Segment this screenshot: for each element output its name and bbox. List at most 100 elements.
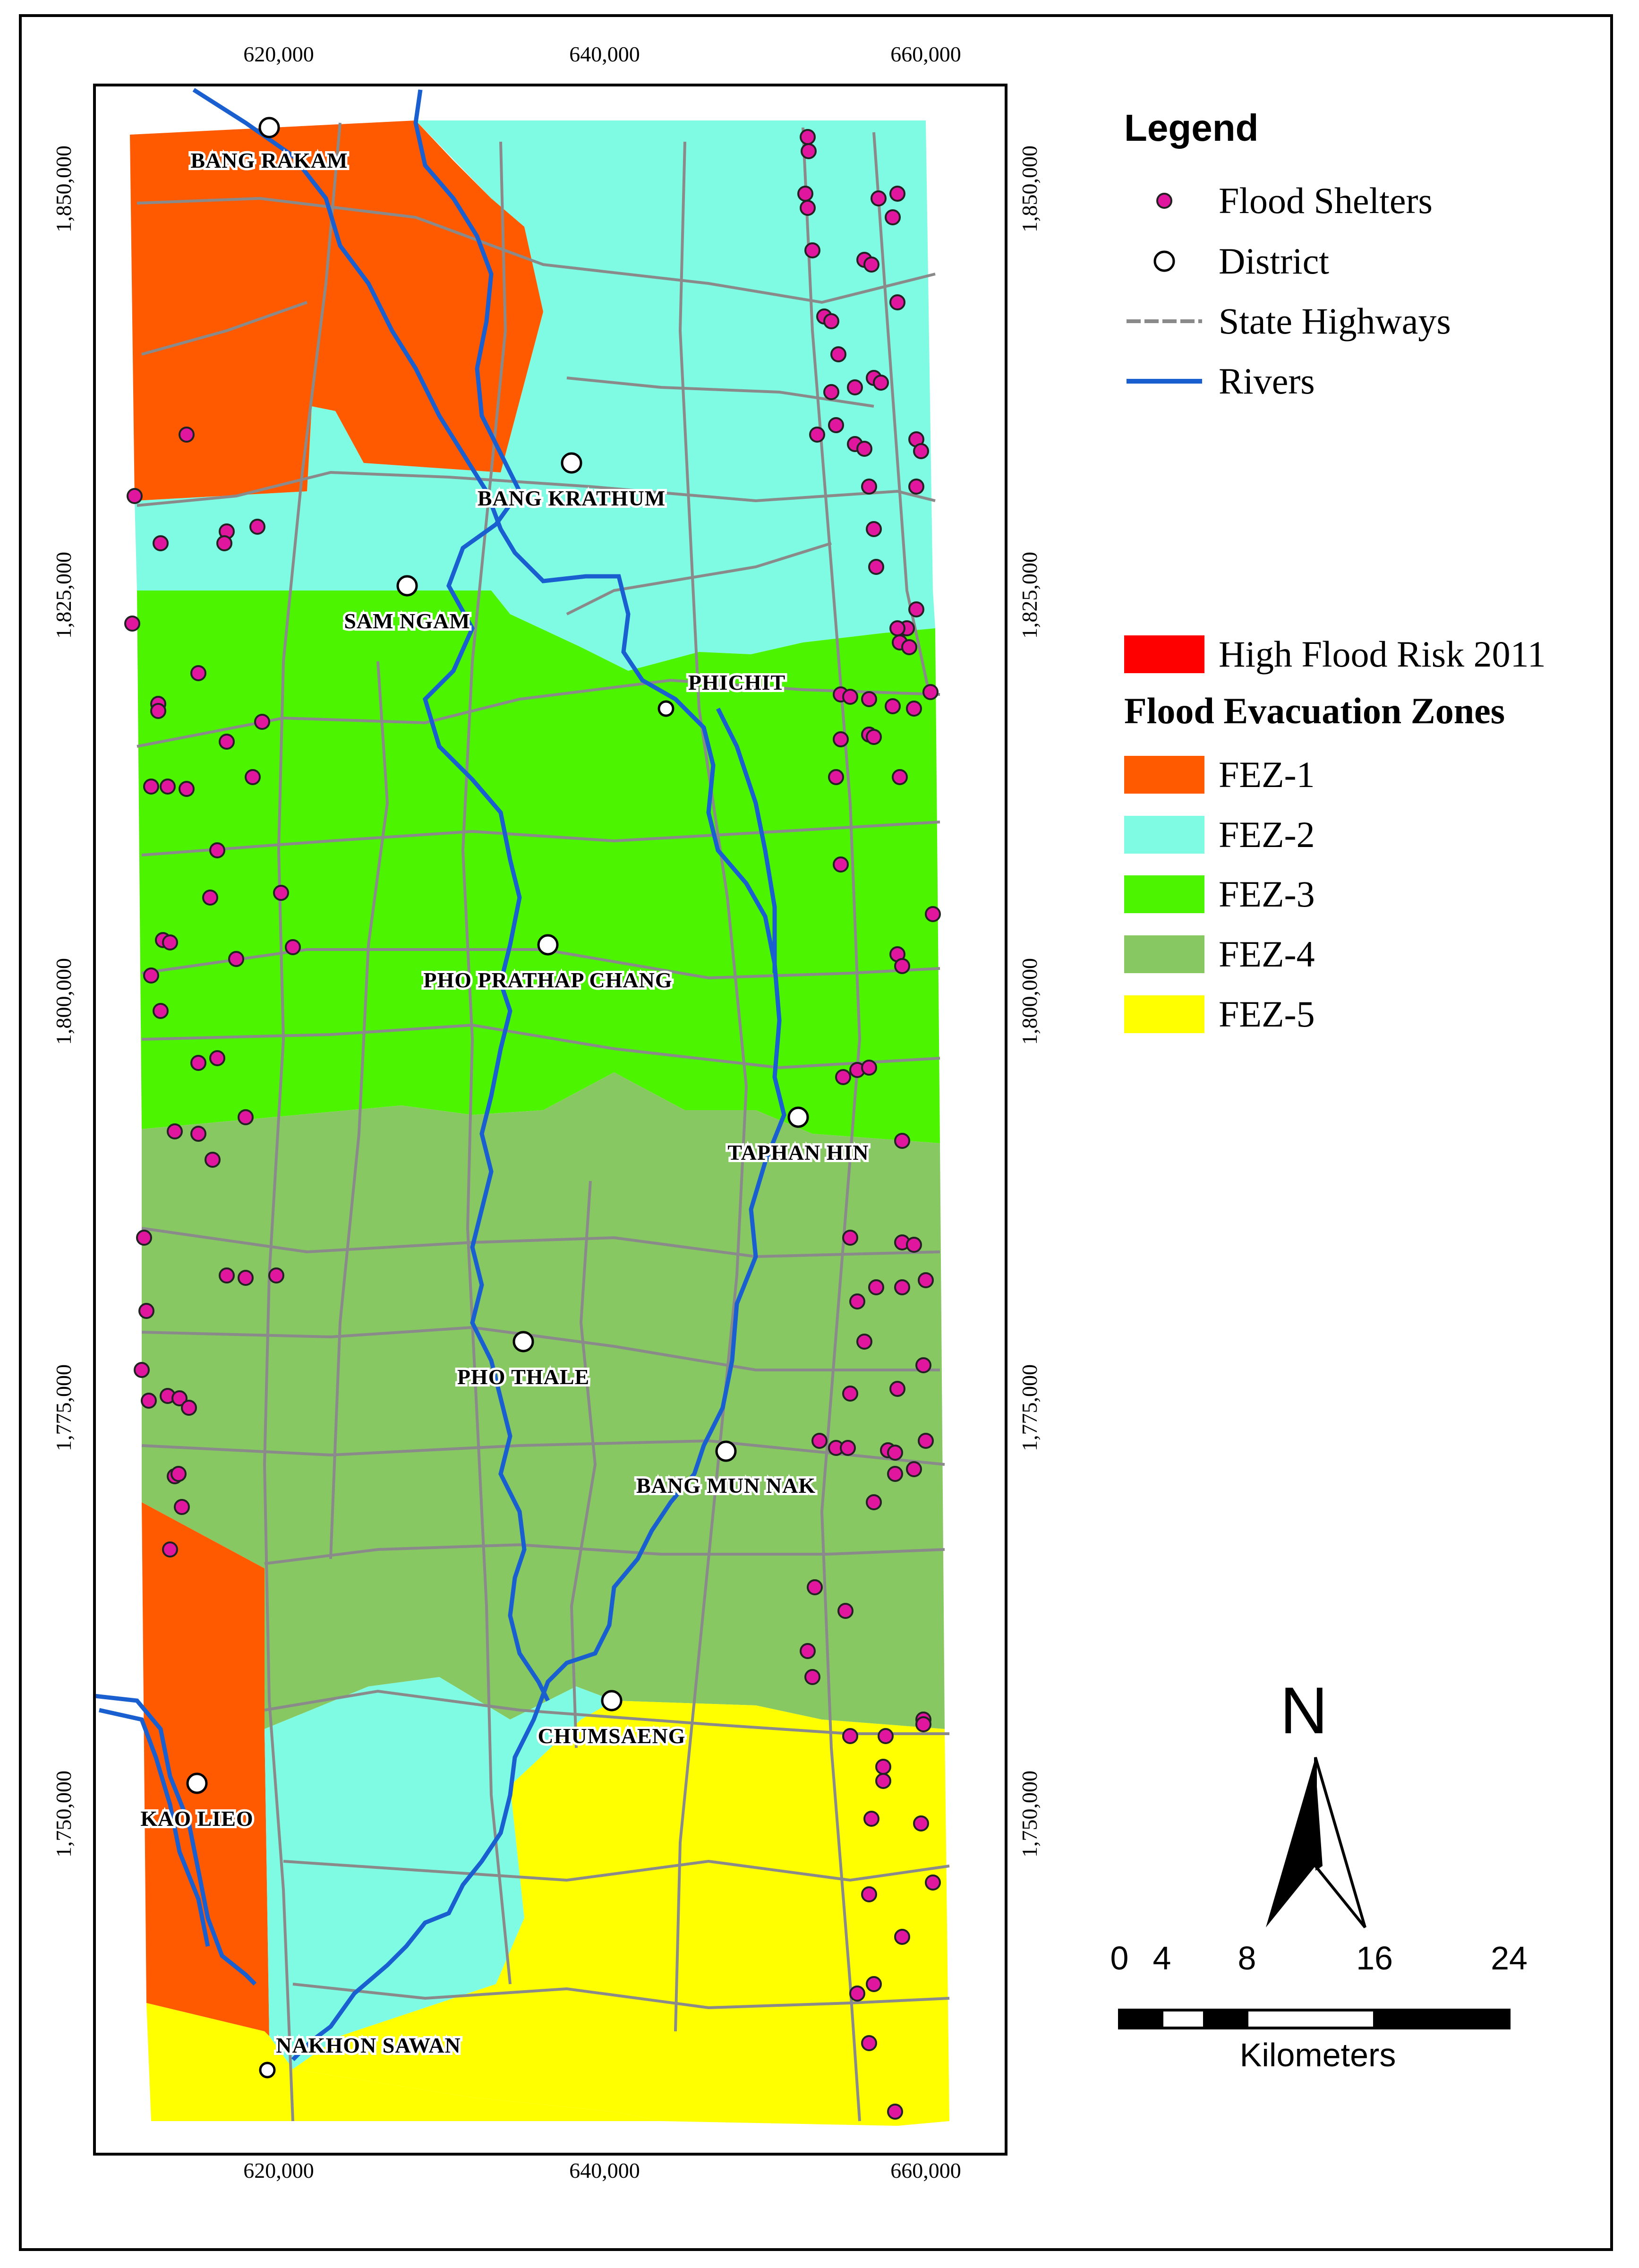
scale-bar [1118,2009,1511,2029]
zone-layer [130,120,949,2126]
flood-shelter-point [190,1126,206,1142]
district-label: TAPHAN HIN [727,1140,869,1164]
flood-shelter-point [209,842,225,858]
legend-item-rivers: Rivers [1124,358,1315,405]
flood-shelter-point [913,443,929,459]
flood-shelter-point [134,1362,150,1378]
highway-segment [566,377,874,408]
flood-shelter-point [918,1272,934,1288]
y-tick-right: 1,750,000 [1017,1771,1041,1857]
flood-shelter-point [830,346,846,362]
flood-shelter-point [922,684,939,700]
legend-item-fez-2: FEZ-2 [1124,811,1315,858]
scale-tick: 24 [1491,1940,1528,1977]
flood-shelter-point [181,1400,197,1416]
zone-fez-1-south [142,1502,269,2036]
district-label: KAO LIEO [140,1806,253,1831]
flood-shelter-point [915,1716,931,1732]
zone-fez-3 [137,591,940,1143]
magenta-dot-icon [1156,193,1172,209]
flood-shelter-point [143,967,159,984]
legend-label: Rivers [1219,360,1315,402]
highway-segment [329,661,389,1559]
district-label: PHICHIT [688,670,785,694]
zone-fez-5-east [293,1701,949,2126]
flood-shelter-point [842,689,858,705]
risk-swatch [1124,635,1204,673]
flood-shelter-point [840,1440,856,1456]
district-marker [396,575,418,597]
highway-segment [141,1227,940,1258]
flood-shelter-point [885,698,901,714]
flood-shelter-point [889,294,905,310]
dashed-gray-line-icon [1127,319,1202,323]
legend-label: State Highways [1219,300,1451,342]
flood-shelter-point [906,701,922,717]
flood-shelter-point [141,1393,157,1409]
flood-shelter-point [804,242,820,258]
flood-shelter-point [160,779,176,795]
legend-title: Legend [1124,107,1259,149]
district-layer: BANG RAKAM BANG KRATHUM SAM NGAM PHICHIT PHO… [138,117,871,2079]
flood-shelter-point [913,1815,929,1832]
flood-shelter-point [171,1466,187,1482]
flood-shelter-point [875,1773,891,1789]
flood-shelter-point [908,601,924,617]
flood-shelter-point [868,559,884,575]
flood-shelter-point [162,1541,178,1558]
x-tick-top: 660,000 [890,42,961,66]
north-letter: N [1280,1673,1328,1747]
highway-segment [137,197,936,304]
flood-shelter-point [849,1986,865,2002]
highway-segment [264,1689,949,1735]
district-label: SAM NGAM [344,609,470,633]
flood-shelter-point [136,1230,152,1246]
legend-label: High Flood Risk 2011 [1219,633,1546,675]
highway-segment [461,141,512,1985]
legend-label: FEZ-1 [1219,754,1315,795]
legend-label: FEZ-2 [1219,814,1315,855]
highway-segment [264,1543,945,1565]
legend-item-state-highways: State Highways [1124,298,1451,345]
legend-item-district: District [1124,238,1329,285]
flood-shelter-point [127,488,143,504]
x-tick-top: 620,000 [243,42,314,66]
flood-shelter-point [797,186,813,202]
flood-shelter-point [190,1055,206,1071]
flood-shelter-point [153,1003,169,1019]
highway-segment [570,1181,597,1748]
legend-item-fez-1: FEZ-1 [1124,751,1315,798]
y-tick-right: 1,800,000 [1017,958,1041,1045]
flood-shelter-point [889,186,905,202]
flood-shelter-point [871,190,887,206]
district-marker [601,1690,623,1712]
legend-label: District [1219,240,1329,282]
flood-shelter-point [209,1050,225,1066]
flood-shelter-point [238,1270,254,1286]
legend-item-flood-shelters: Flood Shelters [1124,177,1433,224]
flood-shelter-point [153,535,169,551]
north-arrow-icon [1266,1757,1366,1928]
flood-shelter-point [856,1334,872,1350]
flood-shelter-point [143,779,159,795]
zone-fez-1-north [130,120,543,501]
highway-segment [141,1326,940,1371]
flood-shelter-point [833,856,849,873]
district-marker [715,1440,737,1462]
flood-shelter-point [894,1133,910,1149]
highway-segment [141,821,940,856]
flood-shelter-point [842,1230,858,1246]
flood-shelter-point [823,384,839,400]
flood-shelter-point [138,1303,154,1319]
flood-shelter-point [171,1390,188,1406]
flood-shelter-point [925,906,941,922]
flood-shelter-point [811,1433,828,1449]
flood-shelter-point [868,1279,884,1295]
scale-tick: 8 [1238,1940,1256,1977]
flood-shelter-point [863,1811,879,1827]
flood-shelter-point [179,427,195,443]
flood-shelter-point [249,519,265,535]
river-kao-lieo-2 [99,1708,210,1947]
x-tick-bottom: 640,000 [569,2158,640,2182]
flood-shelter-point [906,1461,922,1477]
